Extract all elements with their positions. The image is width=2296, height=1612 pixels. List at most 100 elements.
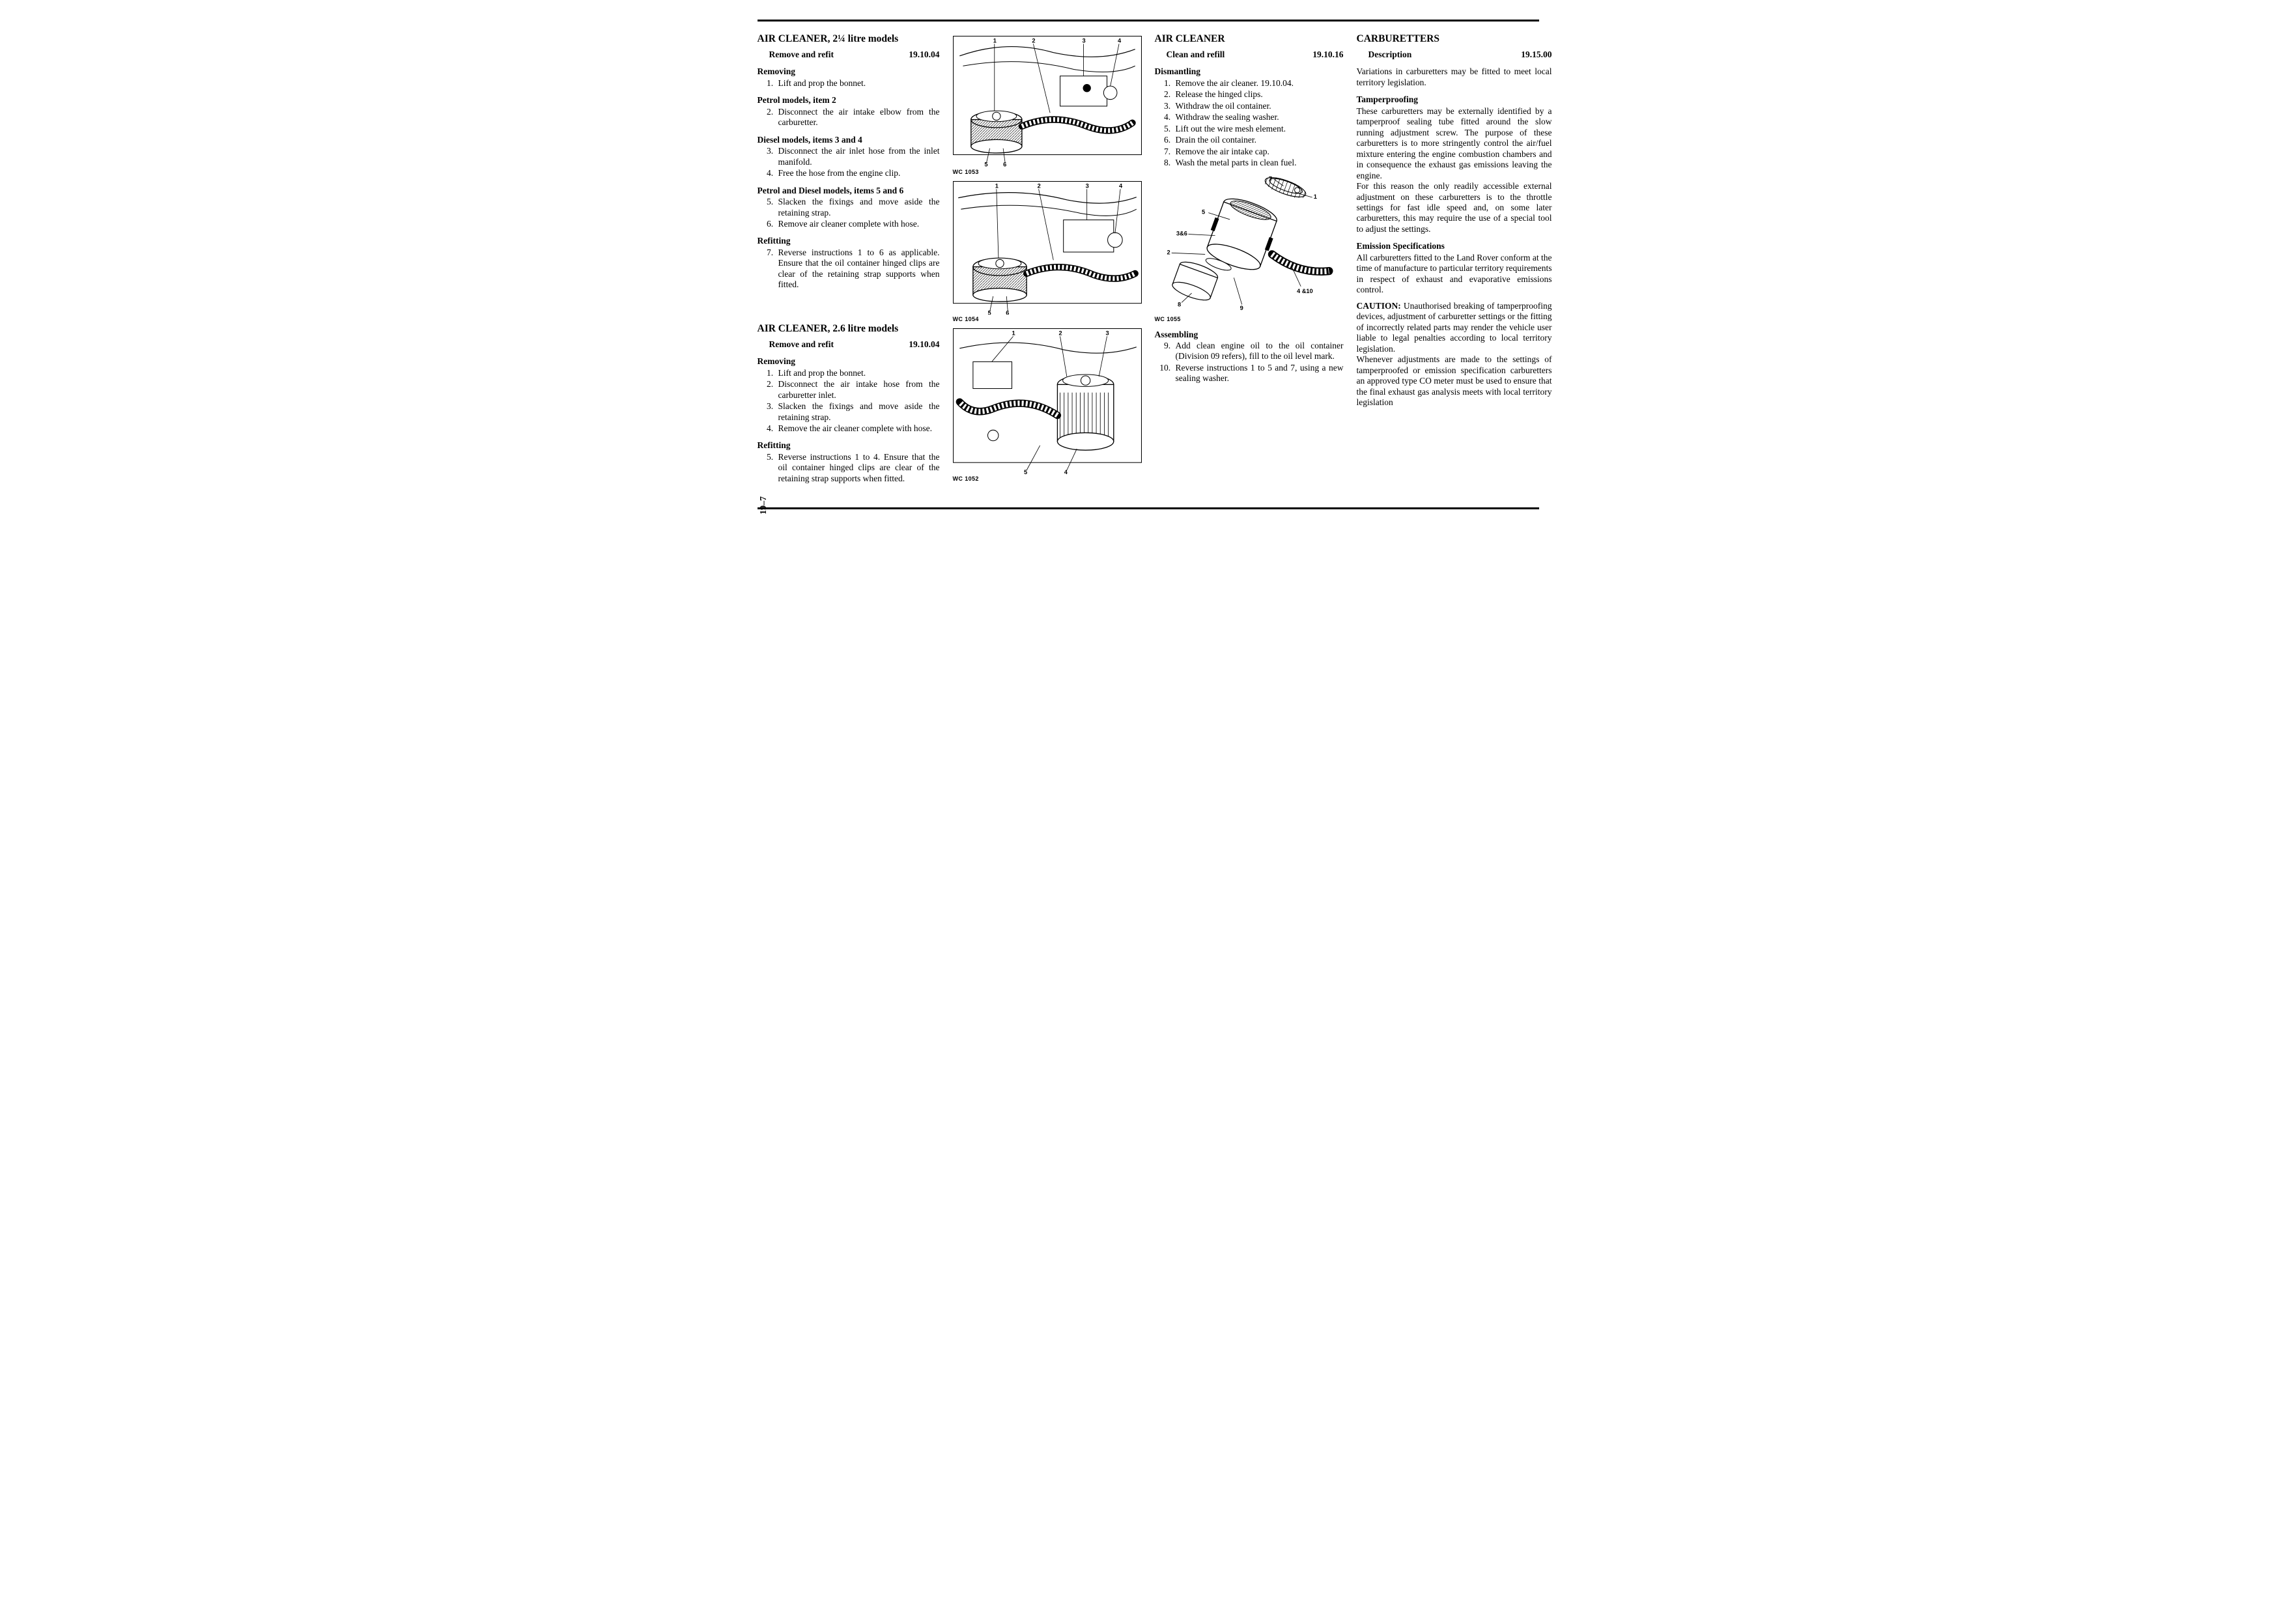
sec-b-title: AIR CLEANER, 2.6 litre models [758,323,940,335]
refit-b-steps: Reverse instructions 1 to 4. Ensure that… [758,452,940,484]
col4-title: CARBURETTERS [1357,33,1552,46]
page-number: 19–7 [759,496,769,515]
column-2: 1 2 3 4 5 6 WC 1053 [953,33,1142,489]
svg-text:5: 5 [984,162,987,167]
svg-text:5: 5 [987,309,991,315]
col3-proc-code: 19.10.16 [1312,49,1343,60]
svg-text:6: 6 [1003,162,1006,167]
engine-bay-top-icon: 1 2 3 4 5 6 [953,36,1142,167]
svg-text:4: 4 [1117,37,1121,44]
svg-text:3: 3 [1105,330,1109,336]
step-item: Slacken the fixings and move aside the r… [776,401,940,423]
sec-b-proc: Remove and refit 19.10.04 [769,339,940,350]
svg-text:3: 3 [1085,182,1088,189]
col4-proc-name: Description [1368,49,1412,60]
engine-bay-bottom-icon: 1 2 3 5 4 [953,328,1142,474]
step-item: Remove the air intake cap. [1173,147,1344,157]
svg-text:7: 7 [1268,175,1271,182]
sec-a-proc-name: Remove and refit [769,49,834,60]
svg-text:3: 3 [1082,37,1085,44]
both-head: Petrol and Diesel models, items 5 and 6 [758,186,940,196]
svg-text:4: 4 [1119,182,1123,189]
step-item: Disconnect the air inlet hose from the i… [776,146,940,167]
col3-proc-name: Clean and refill [1167,49,1225,60]
removing-head-a: Removing [758,66,940,77]
petrol-steps: Disconnect the air intake elbow from the… [758,107,940,128]
svg-text:4 &10: 4 &10 [1297,288,1313,294]
refit-a-steps: Reverse instructions 1 to 6 as applicabl… [758,247,940,290]
engine-bay-middle-icon: 1 2 3 4 5 6 [953,181,1142,315]
step-item: Free the hose from the engine clip. [776,168,940,178]
col4-proc-code: 19.15.00 [1521,49,1552,60]
fig-top-label: WC 1053 [953,169,1142,176]
svg-text:2: 2 [1032,37,1035,44]
svg-text:1: 1 [995,182,998,189]
column-grid: AIR CLEANER, 2¼ litre models Remove and … [758,33,1539,489]
figure-bottom: 1 2 3 5 4 WC 1052 [953,328,1142,483]
fig-exploded-label: WC 1055 [1155,316,1344,323]
both-steps: Slacken the fixings and move aside the r… [758,197,940,229]
refit-b-head: Refitting [758,440,940,451]
svg-text:2: 2 [1167,249,1170,255]
assembling-steps: Add clean engine oil to the oil containe… [1155,341,1344,384]
svg-text:9: 9 [1240,304,1243,311]
svg-text:6: 6 [1006,309,1009,315]
air-cleaner-exploded-icon: 7 1 5 3&6 2 8 9 4 &10 [1155,174,1344,315]
assembling-head: Assembling [1155,330,1344,340]
step-item: Wash the metal parts in clean fuel. [1173,158,1344,168]
sec-b-proc-code: 19.10.04 [909,339,939,350]
step-item: Remove the air cleaner complete with hos… [776,423,940,434]
emission-p: All carburetters fitted to the Land Rove… [1357,253,1552,296]
col3-proc: Clean and refill 19.10.16 [1167,49,1344,60]
step-item: Lift and prop the bonnet. [776,78,940,89]
step-item: Withdraw the oil container. [1173,101,1344,111]
caution-lead: CAUTION: [1357,301,1401,311]
svg-text:5: 5 [1201,208,1204,215]
step-item: Lift and prop the bonnet. [776,368,940,378]
step-item: Drain the oil container. [1173,135,1344,145]
diesel-steps: Disconnect the air inlet hose from the i… [758,146,940,178]
manual-page: AIR CLEANER, 2¼ litre models Remove and … [731,0,1565,529]
removing-steps-a: Lift and prop the bonnet. [758,78,940,89]
step-item: Remove the air cleaner. 19.10.04. [1173,78,1344,89]
top-rule [758,20,1539,21]
sec-a-proc: Remove and refit 19.10.04 [769,49,940,60]
sec-a-proc-code: 19.10.04 [909,49,939,60]
svg-text:5: 5 [1024,469,1027,474]
refit-a-head: Refitting [758,236,940,246]
svg-text:1: 1 [993,37,996,44]
sec-b-proc-name: Remove and refit [769,339,834,350]
col3-title: AIR CLEANER [1155,33,1344,46]
figure-exploded: 7 1 5 3&6 2 8 9 4 &10 WC 1055 [1155,174,1344,323]
column-3: AIR CLEANER Clean and refill 19.10.16 Di… [1155,33,1344,489]
svg-text:4: 4 [1064,469,1068,474]
svg-text:3&6: 3&6 [1176,230,1187,236]
step-item: Add clean engine oil to the oil containe… [1173,341,1344,362]
caution-tail: Whenever adjustments are made to the set… [1357,354,1552,408]
dismantling-steps: Remove the air cleaner. 19.10.04.Release… [1155,78,1344,169]
svg-text:2: 2 [1037,182,1040,189]
svg-text:8: 8 [1177,301,1180,307]
step-item: Slacken the fixings and move aside the r… [776,197,940,218]
removing-head-b: Removing [758,356,940,367]
svg-text:1: 1 [1012,330,1015,336]
figure-middle: 1 2 3 4 5 6 WC 1054 [953,181,1142,324]
column-1: AIR CLEANER, 2¼ litre models Remove and … [758,33,940,489]
step-item: Reverse instructions 1 to 6 as applicabl… [776,247,940,290]
column-4: CARBURETTERS Description 19.15.00 Variat… [1357,33,1552,489]
figure-top: 1 2 3 4 5 6 WC 1053 [953,36,1142,176]
svg-text:1: 1 [1313,193,1316,200]
fig-bot-label: WC 1052 [953,475,1142,483]
tamper-p2: For this reason the only readily accessi… [1357,181,1552,234]
tamper-p1: These carburetters may be externally ide… [1357,106,1552,181]
step-item: Disconnect the air intake elbow from the… [776,107,940,128]
step-item: Disconnect the air intake hose from the … [776,379,940,401]
step-item: Withdraw the sealing washer. [1173,112,1344,122]
emission-head: Emission Specifications [1357,241,1552,251]
removing-steps-b: Lift and prop the bonnet.Disconnect the … [758,368,940,434]
caution-block: CAUTION: Unauthorised breaking of tamper… [1357,301,1552,354]
step-item: Lift out the wire mesh element. [1173,124,1344,134]
dismantling-head: Dismantling [1155,66,1344,77]
step-item: Reverse instructions 1 to 4. Ensure that… [776,452,940,484]
petrol-head: Petrol models, item 2 [758,95,940,106]
